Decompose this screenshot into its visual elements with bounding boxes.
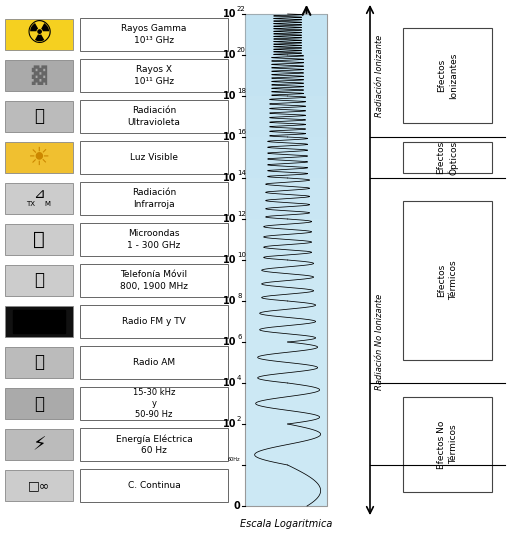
FancyBboxPatch shape <box>80 59 228 92</box>
Text: 10: 10 <box>223 255 237 265</box>
Bar <box>245 178 327 219</box>
Text: M: M <box>44 201 50 208</box>
FancyBboxPatch shape <box>80 428 228 461</box>
Bar <box>5 388 73 420</box>
Text: Efectos
Ópticos: Efectos Ópticos <box>436 140 459 175</box>
FancyBboxPatch shape <box>80 182 228 215</box>
Text: 4: 4 <box>237 375 241 381</box>
Text: TX: TX <box>27 201 35 208</box>
Text: 22: 22 <box>237 6 246 12</box>
FancyBboxPatch shape <box>80 387 228 420</box>
Text: 12: 12 <box>237 211 246 217</box>
Text: 10: 10 <box>223 91 237 101</box>
Text: Radiación No Ionizante: Radiación No Ionizante <box>375 294 385 390</box>
FancyBboxPatch shape <box>80 345 228 379</box>
Text: 16: 16 <box>237 129 246 135</box>
Bar <box>5 428 73 460</box>
Text: 10: 10 <box>223 378 237 388</box>
Bar <box>245 219 327 260</box>
Bar <box>5 59 73 91</box>
Text: Efectos
Ionizantes: Efectos Ionizantes <box>437 52 458 99</box>
Text: 10: 10 <box>223 214 237 224</box>
Bar <box>5 142 73 174</box>
Bar <box>5 469 73 501</box>
Bar <box>5 264 73 296</box>
Text: □∞: □∞ <box>28 479 50 492</box>
FancyBboxPatch shape <box>403 397 492 492</box>
Bar <box>245 14 327 55</box>
Text: 60Hz: 60Hz <box>227 457 240 462</box>
FancyBboxPatch shape <box>403 201 492 360</box>
FancyBboxPatch shape <box>80 18 228 51</box>
Text: 10: 10 <box>223 50 237 60</box>
Text: 📡: 📡 <box>33 230 45 249</box>
Text: Efectos
Térmicos: Efectos Térmicos <box>437 261 458 300</box>
Text: 📻: 📻 <box>34 354 44 372</box>
Text: 10: 10 <box>223 419 237 429</box>
Text: Radio AM: Radio AM <box>133 358 175 367</box>
Bar <box>5 224 73 255</box>
FancyBboxPatch shape <box>80 264 228 297</box>
Text: Escala Logaritmica: Escala Logaritmica <box>240 519 332 529</box>
Text: 10: 10 <box>223 337 237 347</box>
Bar <box>245 96 327 137</box>
FancyBboxPatch shape <box>80 140 228 174</box>
Bar <box>13 310 65 333</box>
Text: Energía Eléctrica
60 Hz: Energía Eléctrica 60 Hz <box>116 434 193 455</box>
FancyBboxPatch shape <box>403 28 492 123</box>
Text: 📱: 📱 <box>34 271 44 289</box>
FancyBboxPatch shape <box>80 223 228 256</box>
Bar <box>245 55 327 96</box>
Text: Microondas
1 - 300 GHz: Microondas 1 - 300 GHz <box>127 230 181 249</box>
Text: 15-30 kHz
y
50-90 Hz: 15-30 kHz y 50-90 Hz <box>133 388 175 419</box>
Bar <box>245 137 327 178</box>
Text: 🖥: 🖥 <box>34 107 44 125</box>
Text: Rayos Gamma
10¹³ GHz: Rayos Gamma 10¹³ GHz <box>121 25 187 44</box>
Text: ☢: ☢ <box>25 20 53 49</box>
Text: C. Continua: C. Continua <box>127 481 180 490</box>
Text: 10: 10 <box>237 252 246 258</box>
Text: Telefonía Móvil
800, 1900 MHz: Telefonía Móvil 800, 1900 MHz <box>120 270 188 290</box>
Text: ⚡: ⚡ <box>32 435 46 454</box>
Text: ☀: ☀ <box>28 145 50 169</box>
Text: 18: 18 <box>237 88 246 94</box>
Bar <box>5 183 73 215</box>
Bar <box>5 305 73 337</box>
Text: 10: 10 <box>223 173 237 183</box>
FancyBboxPatch shape <box>403 142 492 174</box>
Text: Luz Visible: Luz Visible <box>130 153 178 162</box>
Text: 14: 14 <box>237 170 246 176</box>
FancyBboxPatch shape <box>80 305 228 339</box>
Text: 10: 10 <box>223 9 237 19</box>
Text: Efectos No
Térmicos: Efectos No Térmicos <box>437 420 458 469</box>
Text: ⊿: ⊿ <box>33 187 45 201</box>
Text: Rayos X
10¹¹ GHz: Rayos X 10¹¹ GHz <box>134 66 174 85</box>
Bar <box>5 347 73 379</box>
Bar <box>245 14 327 506</box>
Text: 🖥: 🖥 <box>34 395 44 412</box>
Bar <box>5 100 73 132</box>
Text: ▓: ▓ <box>32 66 47 85</box>
Text: 10: 10 <box>223 132 237 142</box>
Text: 0: 0 <box>233 501 240 511</box>
Text: 2: 2 <box>237 416 241 422</box>
FancyBboxPatch shape <box>80 469 228 502</box>
Text: 8: 8 <box>237 293 242 299</box>
FancyBboxPatch shape <box>80 100 228 134</box>
Text: 10: 10 <box>223 296 237 306</box>
Text: 6: 6 <box>237 334 242 340</box>
Text: Radio FM y TV: Radio FM y TV <box>122 317 186 326</box>
Text: Radiación
Ultravioleta: Radiación Ultravioleta <box>127 106 180 127</box>
Text: Radiación
Infrarroja: Radiación Infrarroja <box>132 189 176 209</box>
Bar <box>5 19 73 51</box>
Text: 20: 20 <box>237 47 246 53</box>
Text: Radiación Ionizante: Radiación Ionizante <box>375 34 385 116</box>
